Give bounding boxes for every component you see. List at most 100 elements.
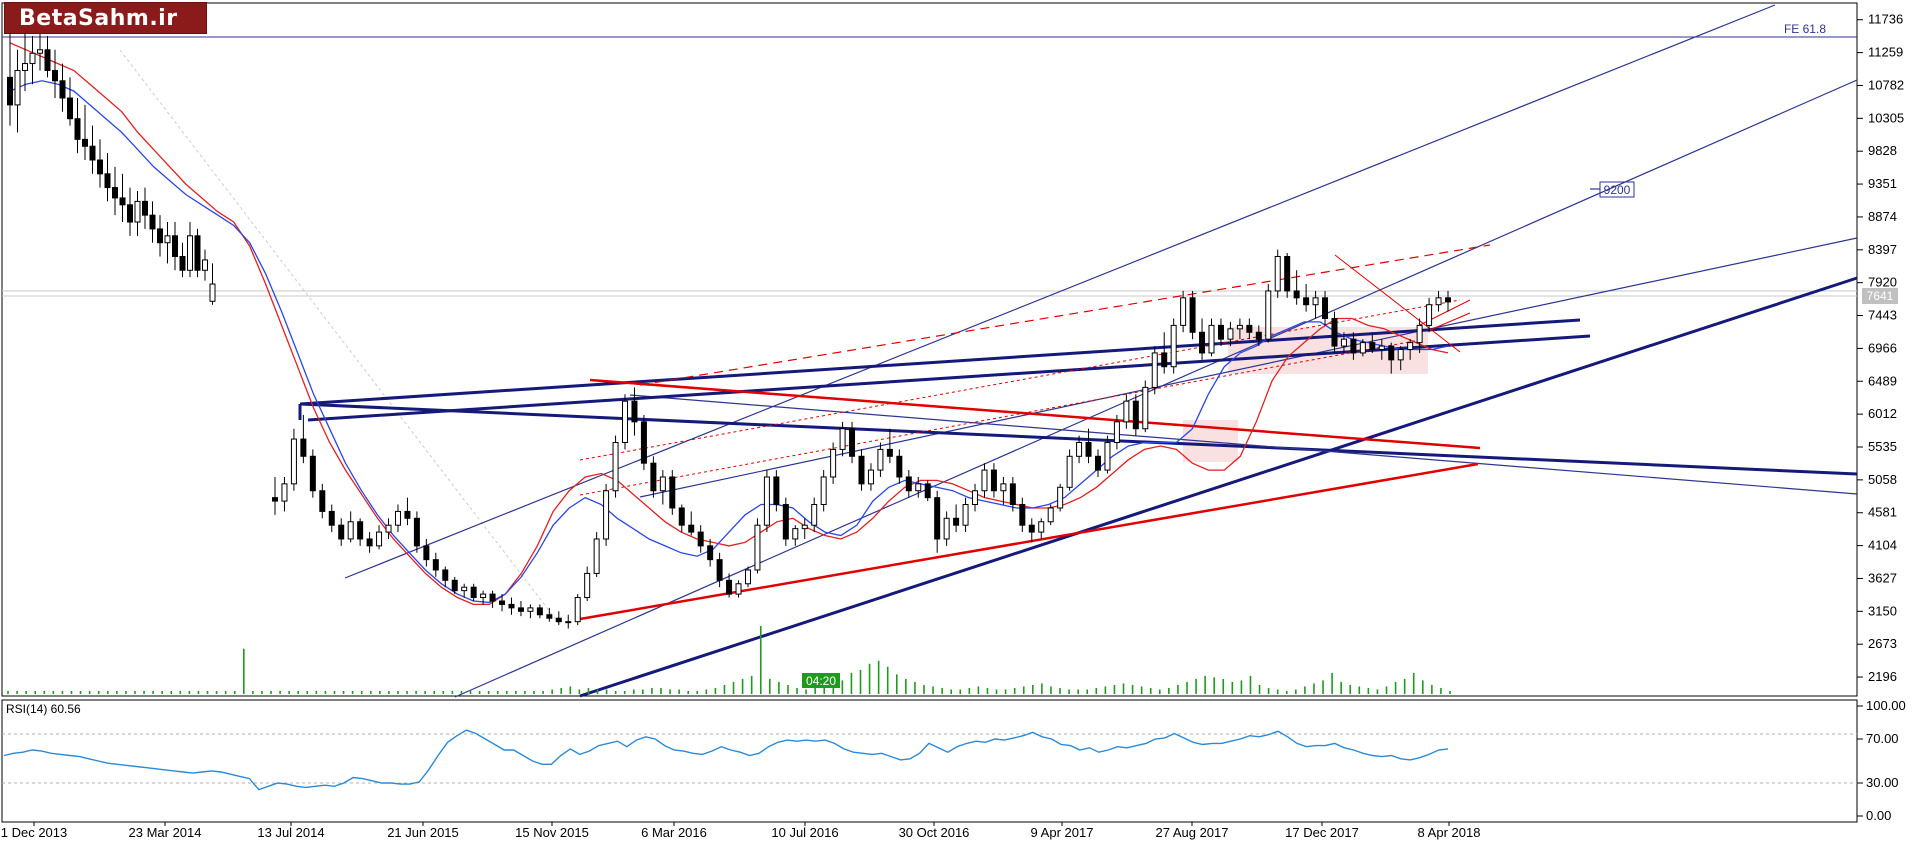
candle xyxy=(423,538,430,567)
candle-body xyxy=(37,49,43,54)
candle-body xyxy=(14,69,21,106)
candle-body xyxy=(432,559,439,571)
candle xyxy=(1255,325,1262,347)
candle-body xyxy=(1113,421,1120,444)
brand-logo: BetaSahm.ir xyxy=(4,2,207,34)
price-tick-label: 9828 xyxy=(1868,143,1897,158)
candle-body xyxy=(659,476,666,492)
candle xyxy=(442,566,449,588)
candle-body xyxy=(905,476,912,492)
candle-body xyxy=(1104,442,1111,471)
volume-bars xyxy=(7,626,1451,694)
x-tick-label: 13 Jul 2014 xyxy=(257,825,324,840)
main-frame xyxy=(1,2,1858,697)
candle xyxy=(744,566,751,588)
candle-body xyxy=(716,559,723,581)
candle xyxy=(1113,414,1120,450)
candle-body xyxy=(470,586,477,599)
candle-body xyxy=(735,583,742,595)
candle-body xyxy=(1038,521,1045,533)
candle xyxy=(1132,394,1139,436)
candle xyxy=(631,387,638,436)
target-label: 9200 xyxy=(1604,183,1631,197)
candle xyxy=(792,525,799,546)
candle-body xyxy=(1397,349,1404,361)
candle xyxy=(659,470,666,505)
candle-body xyxy=(858,455,865,485)
candle-body xyxy=(726,579,733,595)
candle xyxy=(1038,518,1045,539)
candle xyxy=(981,463,988,498)
candle-body xyxy=(1265,290,1272,340)
candle-body xyxy=(1227,328,1234,340)
candle-body xyxy=(565,621,572,624)
candle-body xyxy=(1057,486,1064,509)
candle xyxy=(593,532,600,577)
candle xyxy=(990,463,997,498)
fe-label: FE 61.8 xyxy=(1784,22,1826,36)
candle xyxy=(1350,332,1357,360)
candle xyxy=(52,49,58,99)
candle-body xyxy=(29,52,36,65)
rsi-label: RSI(14) 60.56 xyxy=(6,702,81,716)
trendlines xyxy=(298,4,1858,698)
candle-body xyxy=(1426,304,1433,326)
x-tick-label: 9 Apr 2017 xyxy=(1031,825,1094,840)
candle-body xyxy=(830,448,837,478)
candle xyxy=(1208,318,1215,357)
candle xyxy=(622,394,629,450)
candle xyxy=(319,483,326,519)
candle-body xyxy=(112,187,118,199)
candle xyxy=(1435,290,1442,312)
candle-body xyxy=(309,455,316,492)
candle-body xyxy=(376,531,383,547)
candle xyxy=(394,504,401,533)
candle-body xyxy=(442,569,449,581)
candle xyxy=(1284,253,1291,298)
candle-body xyxy=(953,517,960,526)
candle xyxy=(149,201,156,243)
candle xyxy=(773,470,780,512)
candle xyxy=(1340,332,1347,353)
candle xyxy=(953,504,960,533)
candle-body xyxy=(209,283,216,302)
candle xyxy=(187,222,193,278)
candle-body xyxy=(461,586,468,592)
candle xyxy=(179,242,186,278)
price-tag: 7641 xyxy=(1867,289,1894,303)
candle xyxy=(1236,318,1243,340)
candle xyxy=(1246,318,1253,340)
candle-body xyxy=(272,497,278,502)
candle xyxy=(1388,342,1395,374)
candle-body xyxy=(934,497,941,540)
price-tick-label: 2673 xyxy=(1868,636,1897,651)
candle xyxy=(707,538,714,567)
candle xyxy=(820,470,827,512)
candle-body xyxy=(413,517,420,547)
candle-body xyxy=(650,462,657,492)
candle xyxy=(134,191,141,236)
candle-body xyxy=(1066,455,1073,488)
candle xyxy=(603,483,610,546)
candle-body xyxy=(536,607,543,616)
candle-body xyxy=(1208,324,1215,354)
candle-body xyxy=(423,545,430,561)
rsi-frame xyxy=(1,699,1858,823)
candle-body xyxy=(67,97,73,120)
candle-body xyxy=(688,524,695,533)
time-label-box xyxy=(802,673,840,688)
candle-body xyxy=(328,510,335,526)
price-tick-label: 5058 xyxy=(1868,472,1897,487)
candle xyxy=(142,187,148,229)
red-resistance-line xyxy=(589,378,1481,450)
price-tick-label: 7920 xyxy=(1868,275,1897,290)
rsi-line xyxy=(3,729,1449,791)
candle-body xyxy=(801,524,808,530)
price-tick-label: 10782 xyxy=(1868,77,1904,92)
candle-body xyxy=(972,490,979,506)
candle-body xyxy=(404,510,411,519)
candle-body xyxy=(1312,297,1319,306)
price-tick-label: 9351 xyxy=(1868,176,1897,191)
candle xyxy=(896,449,903,484)
candle xyxy=(688,511,695,536)
